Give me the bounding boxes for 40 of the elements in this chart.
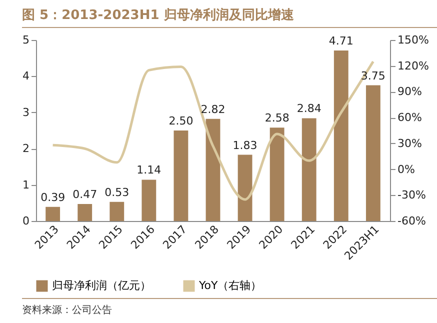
bar	[110, 202, 124, 221]
bar	[206, 118, 220, 221]
y2-tick-label: -60%	[398, 214, 426, 228]
text: 3.75	[360, 69, 386, 82]
y2-tick-label: 60%	[398, 111, 422, 124]
y2-tick-label: -30%	[398, 188, 426, 202]
y-tick-label: 3	[22, 106, 30, 119]
bar	[174, 130, 188, 221]
text: 2.50	[168, 114, 194, 128]
text: 1.14	[136, 164, 162, 177]
bar	[142, 180, 156, 221]
y-tick-label: 5	[22, 34, 30, 46]
bar	[366, 85, 380, 221]
y-tick-label: 0	[22, 214, 30, 228]
bar	[238, 154, 252, 221]
text: 2.58	[264, 112, 290, 125]
y2-tick-label: 120%	[398, 59, 429, 72]
text: 资料来源：公司公告	[22, 298, 437, 317]
text: 0.47	[72, 188, 98, 201]
legend-label: YoY（右轴）	[198, 279, 262, 292]
bar	[302, 118, 316, 221]
y2-tick-label: 0%	[398, 162, 415, 176]
chart-title: 图 5：2013-2023H1 归母净利润及同比增速	[22, 0, 437, 28]
text: 2.84	[296, 102, 322, 116]
bar	[78, 204, 92, 221]
bar	[46, 206, 60, 221]
bar	[334, 50, 348, 221]
legend-label: 归母净利润（亿元）	[52, 279, 151, 292]
bar	[270, 128, 284, 221]
text: 2.82	[200, 102, 226, 116]
text: 0.39	[40, 190, 66, 204]
y-tick-label: 4	[22, 70, 30, 83]
y-tick-label: 1	[22, 178, 30, 192]
text: 4.71	[328, 34, 354, 48]
y2-tick-label: 150%	[398, 34, 429, 46]
text: 0.53	[104, 186, 130, 199]
y2-tick-label: 30%	[398, 136, 422, 150]
y-tick-label: 2	[22, 142, 30, 156]
y2-tick-label: 90%	[398, 85, 422, 98]
text: 1.83	[232, 138, 258, 152]
